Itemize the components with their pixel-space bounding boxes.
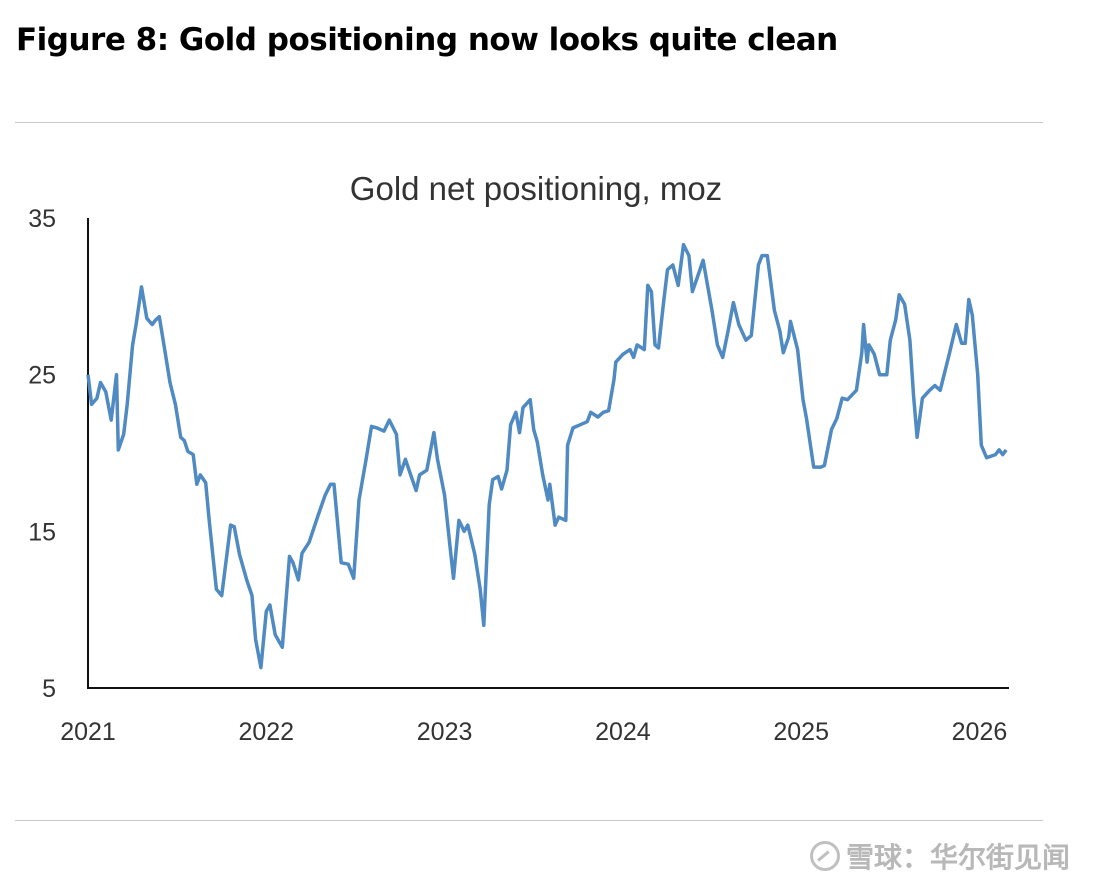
y-tick-label: 35	[28, 205, 56, 233]
x-tick-label: 2026	[952, 718, 1008, 746]
figure-title: Figure 8: Gold positioning now looks qui…	[16, 22, 838, 58]
top-divider	[15, 122, 1043, 123]
x-tick-label: 2022	[238, 718, 294, 746]
xueqiu-logo-icon	[809, 841, 840, 871]
x-tick-label: 2023	[417, 718, 473, 746]
chart-title: Gold net positioning, moz	[350, 170, 722, 207]
watermark-text: 雪球：华尔街见闻	[845, 841, 1070, 874]
y-tick-label: 15	[28, 518, 56, 546]
y-tick-label: 5	[42, 675, 56, 703]
x-tick-label: 2024	[595, 718, 651, 746]
watermark: 雪球：华尔街见闻	[809, 836, 1070, 876]
y-tick-label: 25	[28, 362, 56, 390]
x-tick-label: 2025	[773, 718, 829, 746]
x-tick-label: 2021	[60, 718, 116, 746]
bottom-divider	[15, 820, 1043, 821]
series-line-gold-net-positioning	[86, 242, 1008, 670]
